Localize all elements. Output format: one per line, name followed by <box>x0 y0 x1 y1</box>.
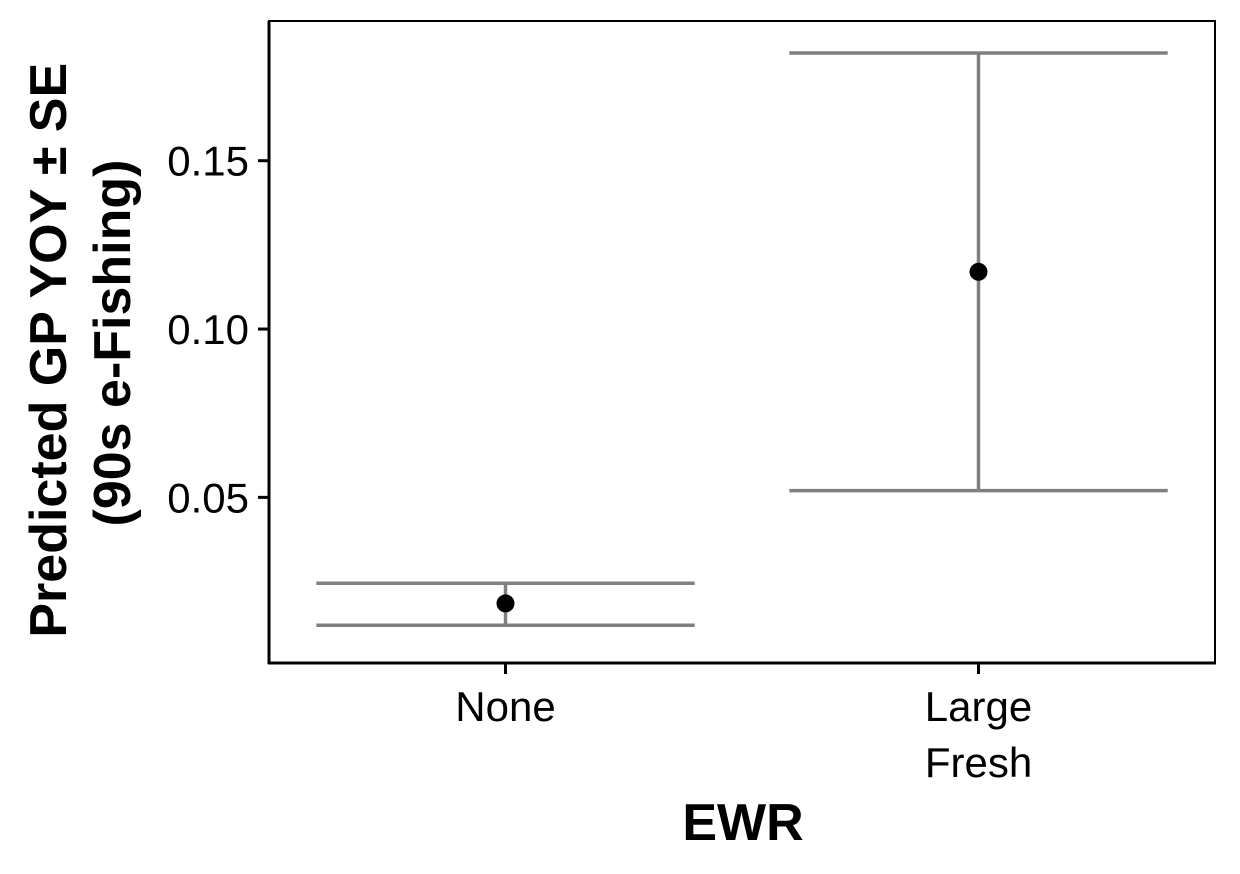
y-tick-label: 0.10 <box>167 306 249 353</box>
y-axis-title-line-2: (90s e-Fishing) <box>84 160 142 527</box>
y-axis-title: Predicted GP YOY ± SE (90s e-Fishing) <box>20 48 142 637</box>
y-axis-ticks: 0.05 0.10 0.15 <box>167 138 269 521</box>
points <box>496 262 988 613</box>
data-point <box>969 262 988 281</box>
x-axis-ticks: None Large Fresh <box>455 663 1032 786</box>
x-tick-label-line: None <box>455 683 555 730</box>
x-tick-label: None <box>455 683 555 730</box>
x-axis-title: EWR <box>682 794 803 852</box>
y-tick-label: 0.05 <box>167 474 249 521</box>
y-axis-title-line-1: Predicted GP YOY ± SE <box>20 63 78 638</box>
plot-panel <box>268 20 1216 664</box>
y-tick-label: 0.15 <box>167 138 249 185</box>
data-point <box>496 594 515 613</box>
x-tick-label-line: Large <box>925 683 1032 730</box>
x-tick-label-line: Fresh <box>925 739 1032 786</box>
x-tick-label: Large Fresh <box>925 683 1032 786</box>
errorbars <box>316 51 1168 628</box>
